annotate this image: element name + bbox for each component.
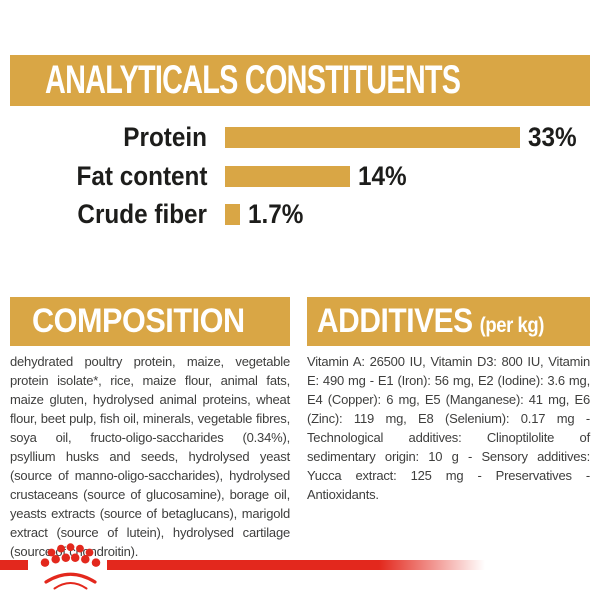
chart-value: 33% [528,122,577,152]
additives-heading: ADDITIVES (per kg) [317,302,545,340]
chart-row-protein: Protein 33% [0,122,600,152]
crude-fiber-bar [225,204,240,225]
composition-heading: COMPOSITION [32,302,245,340]
red-stripe-fade [107,560,485,570]
chart-label: Crude fiber [77,199,207,229]
additives-section: ADDITIVES (per kg) Vitamin A: 26500 IU, V… [307,297,590,561]
chart-value: 1.7% [248,199,304,229]
info-columns: COMPOSITION dehydrated poultry protein, … [10,297,590,561]
composition-heading-box: COMPOSITION [10,297,290,346]
composition-section: COMPOSITION dehydrated poultry protein, … [10,297,290,561]
red-stripe-left [0,560,28,570]
chart-row-crude-fiber: Crude fiber 1.7% [0,199,600,229]
chart-row-fat-content: Fat content 14% [0,161,600,191]
banner-title: ANALYTICALS CONSTITUENTS [45,58,461,102]
chart-value: 14% [358,160,407,191]
nutrient-bar-chart: Protein 33% Fat content 14% Crude fiber … [0,122,600,243]
additives-text: Vitamin A: 26500 IU, Vitamin D3: 800 IU,… [307,354,590,502]
chart-label: Fat content [76,160,207,191]
analytical-constituents-banner: ANALYTICALS CONSTITUENTS [10,55,590,106]
additives-heading-box: ADDITIVES (per kg) [307,297,590,346]
chart-label: Protein [123,122,207,152]
royal-canin-crown-icon [40,543,101,590]
protein-bar [225,127,520,148]
composition-text: dehydrated poultry protein, maize, veget… [10,354,290,559]
per-kg-label: (per kg) [479,314,545,337]
fat-content-bar [225,165,350,187]
